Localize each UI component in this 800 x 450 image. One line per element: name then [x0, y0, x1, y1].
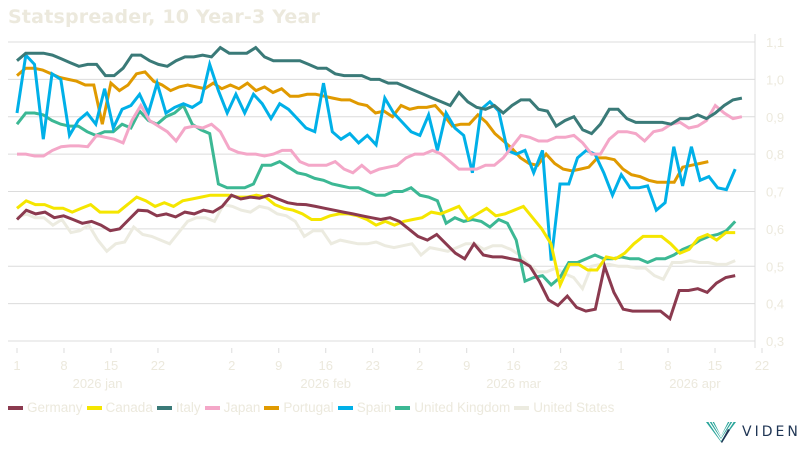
x-tick-label: 2: [228, 358, 235, 373]
x-tick-label: 1: [617, 358, 624, 373]
legend: Germany Canada Italy Japan Portugal Spain Unit…: [8, 400, 618, 415]
x-tick-label: 23: [365, 358, 379, 373]
x-tick-label: 22: [755, 358, 769, 373]
y-tick-label: 0,5: [766, 259, 784, 274]
series-line-japan: [17, 102, 743, 175]
x-tick-label: 16: [506, 358, 520, 373]
legend-label: Germany: [27, 400, 83, 415]
legend-swatch: [204, 405, 220, 410]
y-tick-label: 1,1: [766, 35, 784, 50]
x-tick-label: 8: [60, 358, 67, 373]
x-tick-label: 9: [463, 358, 470, 373]
x-month-label: 2026 feb: [300, 376, 351, 391]
series-line-portugal: [16, 66, 709, 184]
series-line-canada: [16, 193, 736, 290]
legend-label: Spain: [356, 400, 392, 415]
chart-title: Statspreader, 10 Year-3 Year: [8, 6, 321, 28]
x-tick-label: 15: [708, 358, 722, 373]
x-tick-label: 23: [553, 358, 567, 373]
viden-chevron-logo-icon: [706, 421, 736, 443]
legend-item-japan[interactable]: Japan: [204, 400, 261, 415]
y-tick-label: 0,3: [766, 334, 784, 349]
legend-swatch: [337, 405, 353, 410]
x-tick-label: 22: [151, 358, 165, 373]
viden-logo-text: VIDEN: [742, 424, 800, 440]
x-month-label: 2026 mar: [486, 376, 542, 391]
legend-label: Canada: [105, 400, 153, 415]
legend-item-spain[interactable]: Spain: [337, 400, 392, 415]
x-tick-label: 9: [275, 358, 282, 373]
legend-label: Portugal: [283, 400, 334, 415]
legend-label: United States: [533, 400, 615, 415]
y-tick-label: 0,4: [766, 297, 784, 312]
legend-item-united-kingdom[interactable]: United Kingdom: [395, 400, 510, 415]
legend-item-germany[interactable]: Germany: [8, 400, 83, 415]
x-month-label: 2026 jan: [73, 376, 123, 391]
x-tick-label: 8: [664, 358, 671, 373]
legend-swatch: [8, 405, 23, 410]
x-tick-label: 16: [319, 358, 333, 373]
y-tick-label: 1,0: [766, 72, 784, 87]
series-line-italy: [16, 45, 743, 136]
legend-item-united-states[interactable]: United States: [514, 400, 614, 415]
x-month-label: 2026 apr: [669, 376, 721, 391]
legend-swatch: [86, 405, 102, 410]
series-line-germany: [15, 193, 736, 322]
y-tick-label: 0,6: [766, 222, 784, 237]
legend-label: Italy: [175, 400, 201, 415]
legend-swatch: [395, 405, 411, 410]
legend-item-canada[interactable]: Canada: [86, 400, 153, 415]
legend-item-italy[interactable]: Italy: [156, 400, 201, 415]
y-tick-label: 0,9: [766, 110, 784, 125]
legend-label: United Kingdom: [414, 400, 511, 415]
legend-swatch: [514, 405, 530, 410]
x-tick-label: 1: [13, 358, 20, 373]
series-line-spain: [15, 51, 737, 261]
legend-label: Japan: [223, 400, 261, 415]
legend-item-portugal[interactable]: Portugal: [264, 400, 334, 415]
x-tick-label: 15: [104, 358, 118, 373]
series-line-united-states: [16, 202, 736, 292]
x-tick-label: 2: [416, 358, 423, 373]
legend-swatch: [156, 405, 172, 410]
y-tick-label: 0,8: [766, 147, 784, 162]
legend-swatch: [264, 405, 280, 410]
line-chart: 0,30,40,50,60,70,80,91,01,11 8 15 22 2 9 16 23 2…: [8, 34, 784, 391]
viden-logo: VIDEN: [706, 421, 800, 443]
y-tick-label: 0,7: [766, 185, 784, 200]
